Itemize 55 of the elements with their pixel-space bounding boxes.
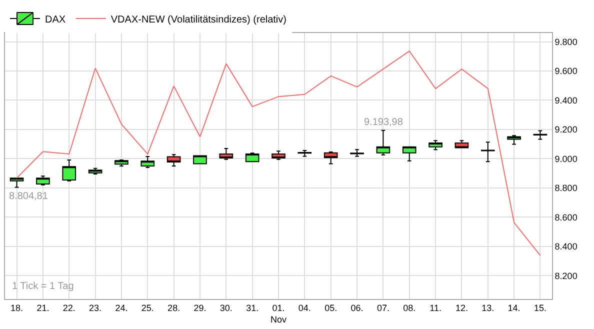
x-tick-label: 06. [350, 302, 364, 313]
x-tick-label: 08. [403, 302, 416, 313]
y-tick-label: 8.800 [554, 183, 578, 194]
x-tick-label: 22. [62, 302, 76, 313]
legend-label: VDAX-NEW (Volatilitätsindizes) (relativ) [110, 14, 286, 26]
y-tick-label: 9.400 [554, 95, 578, 106]
y-tick-label: 8.200 [554, 270, 578, 281]
candlestick [62, 160, 76, 182]
annotation: 9.193,98 [364, 117, 404, 128]
candlestick [533, 130, 548, 140]
x-tick-label: 15. [534, 302, 546, 313]
legend-label: DAX [45, 14, 66, 26]
candlestick [166, 154, 181, 166]
candlestick [480, 142, 495, 162]
candlestick [350, 149, 364, 157]
x-tick-label: 13. [482, 302, 494, 313]
x-tick-label: 07. [376, 302, 390, 313]
candlestick [298, 150, 312, 157]
candlestick [10, 178, 24, 188]
y-tick-label: 8.400 [554, 242, 578, 252]
candlestick [245, 152, 260, 162]
candlestick [376, 130, 390, 156]
y-tick-label: 9.600 [554, 66, 578, 76]
x-tick-label: 29. [194, 302, 206, 313]
candlestick [193, 155, 207, 164]
x-tick-label: 01. Nov [270, 302, 287, 324]
candlestick [272, 150, 286, 160]
x-tick-label: 18. [10, 302, 24, 313]
candlestick [114, 160, 128, 166]
candlestick [88, 168, 102, 175]
x-tick-label: 28. [168, 302, 180, 313]
x-tick-label: 25. [141, 302, 154, 313]
x-tick-label: 12. [455, 302, 468, 313]
candlestick [402, 146, 416, 162]
x-tick-label: 23. [89, 302, 102, 313]
y-tick-label: 8.600 [554, 212, 578, 222]
candlestick [507, 135, 521, 145]
annotation: 1 Tick = 1 Tag [12, 281, 74, 292]
y-tick-label: 9.800 [554, 36, 578, 47]
y-tick-label: 9.200 [554, 124, 578, 135]
x-tick-label: 24. [115, 302, 128, 313]
candlestick [219, 148, 234, 160]
x-tick-label: 14. [508, 302, 520, 313]
candlestick [324, 151, 338, 164]
x-tick-label: 31. [246, 302, 259, 313]
y-tick-label: 9.000 [554, 154, 578, 164]
candlestick [428, 140, 442, 150]
x-tick-label: 05. [324, 302, 338, 313]
x-tick-label: 30. [220, 302, 232, 313]
annotation: 8.804,81 [9, 191, 48, 202]
x-tick-label: 21. [36, 302, 50, 313]
x-tick-label: 04. [298, 302, 311, 313]
x-tick-label: 11. [430, 302, 442, 313]
candlestick [36, 176, 50, 186]
candlestick [140, 156, 155, 168]
